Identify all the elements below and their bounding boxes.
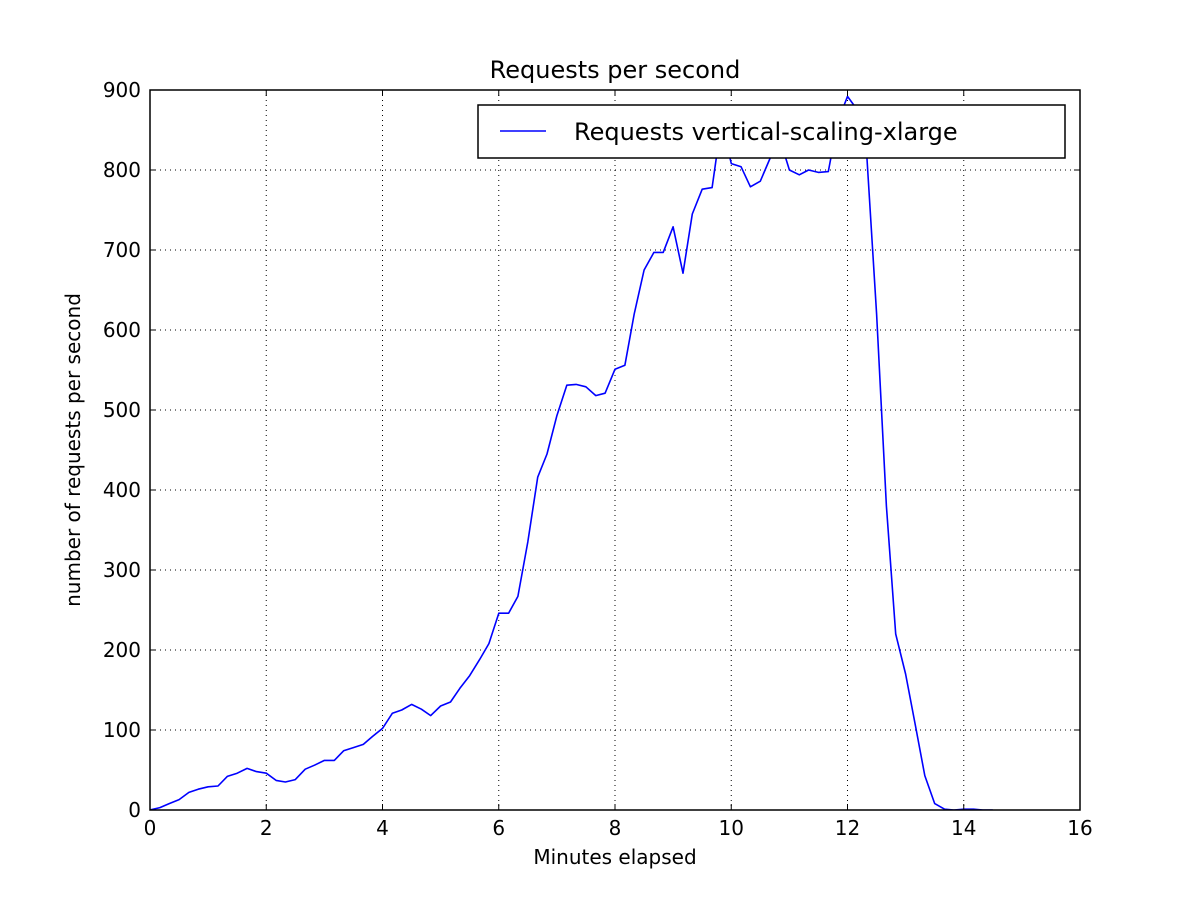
y-tick-label: 300 xyxy=(103,558,141,582)
legend: Requests vertical-scaling-xlarge xyxy=(477,104,1066,159)
y-axis-title: number of requests per second xyxy=(61,293,85,607)
x-tick-label: 8 xyxy=(609,816,622,840)
series-line-0 xyxy=(150,95,993,810)
y-tick-label: 100 xyxy=(103,718,141,742)
x-tick-label: 16 xyxy=(1067,816,1092,840)
y-tick-label: 0 xyxy=(128,798,141,822)
y-tick-label: 700 xyxy=(103,238,141,262)
legend-box xyxy=(477,104,1066,159)
y-tick-label: 800 xyxy=(103,158,141,182)
chart-title: Requests per second xyxy=(490,56,741,84)
grid xyxy=(150,90,1080,810)
y-tick-label: 200 xyxy=(103,638,141,662)
x-tick-label: 14 xyxy=(951,816,976,840)
x-tick-label: 6 xyxy=(492,816,505,840)
legend-label: Requests vertical-scaling-xlarge xyxy=(574,118,958,146)
y-tick-label: 900 xyxy=(103,78,141,102)
x-tick-label: 10 xyxy=(719,816,744,840)
y-tick-label: 600 xyxy=(103,318,141,342)
x-tick-label: 12 xyxy=(835,816,860,840)
x-tick-label: 2 xyxy=(260,816,273,840)
y-tick-label: 400 xyxy=(103,478,141,502)
x-tick-label: 4 xyxy=(376,816,389,840)
x-axis-title: Minutes elapsed xyxy=(533,845,696,869)
axis-ticks: 0 2 4 6 8 10 12 14 16 0 100 200 300 400 500 600 700 800 90… xyxy=(103,78,1093,840)
series-layer xyxy=(150,95,993,810)
x-tick-label: 0 xyxy=(144,816,157,840)
y-tick-label: 500 xyxy=(103,398,141,422)
